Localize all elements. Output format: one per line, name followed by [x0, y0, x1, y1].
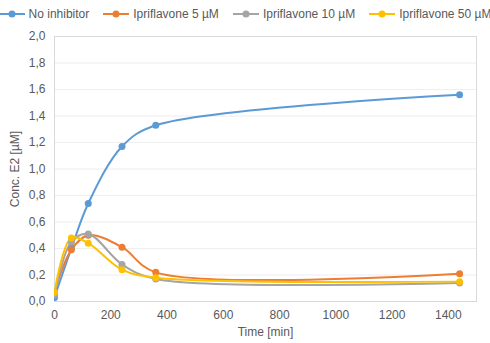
svg-text:Conc. E2 [µM]: Conc. E2 [µM] — [8, 131, 22, 207]
svg-text:2,0: 2,0 — [29, 29, 46, 43]
svg-text:0,6: 0,6 — [29, 215, 46, 229]
svg-text:0: 0 — [51, 308, 58, 322]
svg-text:1,2: 1,2 — [29, 135, 46, 149]
svg-text:200: 200 — [101, 308, 121, 322]
svg-text:Time [min]: Time [min] — [238, 325, 294, 339]
svg-text:1400: 1400 — [435, 308, 462, 322]
svg-text:800: 800 — [270, 308, 290, 322]
svg-text:0,4: 0,4 — [29, 241, 46, 255]
svg-text:400: 400 — [157, 308, 177, 322]
svg-text:1,8: 1,8 — [29, 56, 46, 70]
svg-text:1,4: 1,4 — [29, 109, 46, 123]
html-text:Ipriflavone 5 µM: Ipriflavone 5 µM — [133, 7, 219, 21]
svg-text:600: 600 — [213, 308, 233, 322]
svg-text:0,2: 0,2 — [29, 268, 46, 282]
svg-text:1000: 1000 — [322, 308, 349, 322]
svg-text:0,0: 0,0 — [29, 294, 46, 308]
svg-text:1200: 1200 — [379, 308, 406, 322]
svg-text:0,8: 0,8 — [29, 188, 46, 202]
html-text:No inhibitor: No inhibitor — [28, 7, 90, 21]
svg-text:1,0: 1,0 — [29, 162, 46, 176]
svg-text:1,6: 1,6 — [29, 82, 46, 96]
html-text:Ipriflavone 10 µM: Ipriflavone 10 µM — [262, 7, 356, 21]
